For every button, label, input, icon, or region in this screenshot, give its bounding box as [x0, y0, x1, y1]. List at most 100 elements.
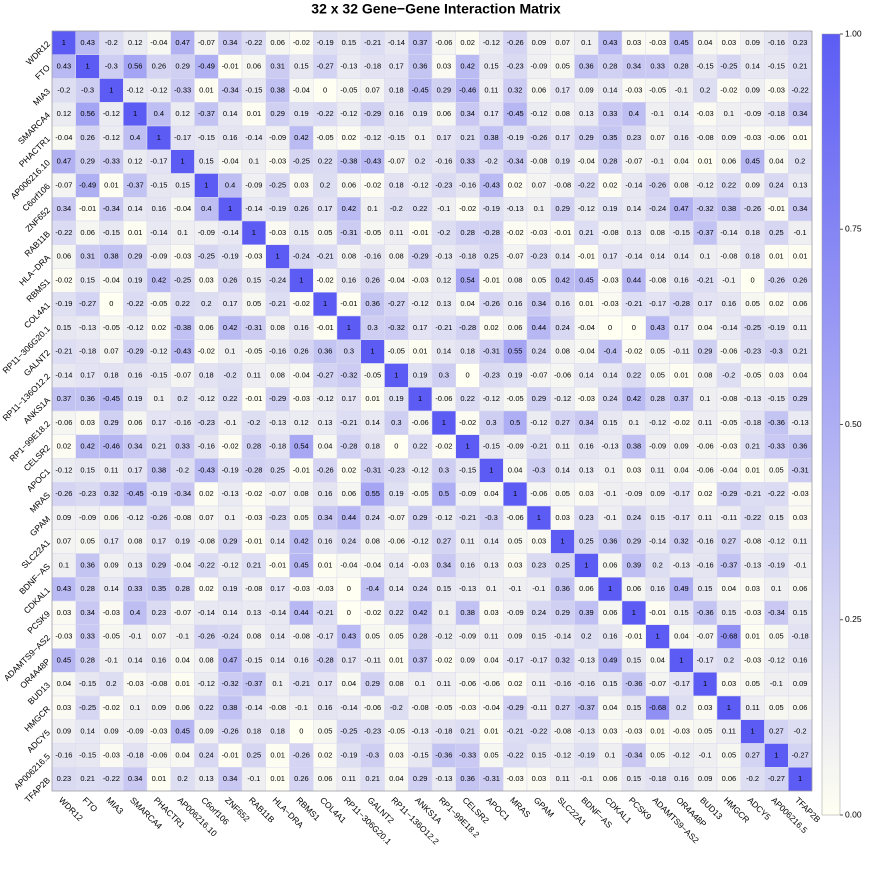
cell-label: 0.19 [223, 584, 238, 593]
cell-label: -0.3 [485, 513, 498, 522]
cell-label: 0.25 [769, 228, 784, 237]
cell-label: -0.12 [435, 513, 452, 522]
cell-label: 0.37 [57, 394, 72, 403]
cell-label: -0.12 [530, 109, 547, 118]
cell-label: -0.2 [176, 465, 189, 474]
cell-label: 0.15 [199, 157, 214, 166]
cell-label: 0.22 [413, 204, 428, 213]
cell-label: -0.07 [269, 489, 286, 498]
cell-label: -0.31 [792, 465, 809, 474]
cell-label: 0.36 [793, 442, 808, 451]
cell-label: 0.44 [294, 608, 309, 617]
cell-label: 0.2 [700, 85, 710, 94]
cell-label: 0.22 [318, 157, 333, 166]
cell-label: 1 [157, 133, 161, 142]
cell-label: -0.23 [483, 370, 500, 379]
cell-label: -0.12 [554, 394, 571, 403]
cell-label: 0.14 [270, 655, 285, 664]
chart-title: 32 x 32 Gene−Gene Interaction Matrix [311, 1, 561, 17]
cell-label: 0.13 [128, 560, 143, 569]
cell-label: -0.37 [198, 109, 215, 118]
cell-label: -0.03 [269, 157, 286, 166]
colorbar-label: 0.25 [845, 614, 862, 624]
cell-label: 0.14 [128, 655, 143, 664]
cell-label: 0.17 [318, 679, 333, 688]
cell-label: -0.25 [79, 703, 96, 712]
cell-label: -0.08 [412, 703, 429, 712]
cell-label: 0.03 [57, 703, 72, 712]
cell-label: -0.26 [649, 180, 666, 189]
cell-label: -0.25 [269, 180, 286, 189]
cell-label: 0.04 [389, 774, 404, 783]
cell-label: 0.15 [627, 774, 642, 783]
cell-label: 0.13 [437, 299, 452, 308]
cell-label: -0.3 [770, 347, 783, 356]
plot-border [51, 30, 813, 792]
cell-label: 0.17 [152, 418, 167, 427]
cell-label: -0.17 [317, 632, 334, 641]
cell-label: -0.08 [530, 157, 547, 166]
cell-label: -0.16 [435, 157, 452, 166]
cell-label: 0.06 [603, 560, 618, 569]
cell-label: 0.15 [698, 584, 713, 593]
cell-label: 0.02 [342, 465, 357, 474]
cell-label: 0.1 [130, 703, 140, 712]
cell-label: 0.15 [722, 608, 737, 617]
cell-label: 0.16 [650, 584, 665, 593]
cell-label: 0.4 [130, 608, 140, 617]
cell-label: 0.1 [439, 608, 449, 617]
cell-label: -0.13 [602, 442, 619, 451]
cell-label: -0.29 [269, 394, 286, 403]
cell-label: -0.17 [697, 655, 714, 664]
cell-label: 0.33 [603, 109, 618, 118]
cell-label: -0.24 [269, 275, 286, 284]
cell-label: -0.15 [768, 394, 785, 403]
cell-label: 0.21 [745, 442, 760, 451]
cell-label: 0.14 [389, 584, 404, 593]
cell-label: 0.14 [555, 252, 570, 261]
cell-label: -0.21 [269, 299, 286, 308]
cell-label: -0.2 [224, 370, 237, 379]
cell-label: -0.27 [388, 299, 405, 308]
cell-label: 0 [751, 275, 755, 284]
cell-label: -0.26 [198, 632, 215, 641]
cell-label: 0.05 [745, 679, 760, 688]
cell-label: -0.4 [604, 347, 617, 356]
cell-label: 0.27 [722, 537, 737, 546]
cell-label: -0.43 [364, 157, 381, 166]
cell-label: -0.15 [103, 228, 120, 237]
cell-label: 0.16 [460, 560, 475, 569]
cell-label: -0.25 [174, 275, 191, 284]
cell-label: -0.3 [81, 85, 94, 94]
cell-label: 0.33 [650, 62, 665, 71]
x-tick-label: MRAS [508, 795, 533, 820]
cell-label: 0.06 [437, 109, 452, 118]
cell-label: -0.04 [578, 157, 595, 166]
cell-label: 0.33 [128, 584, 143, 593]
cell-label: 0.15 [603, 679, 618, 688]
cell-label: 1 [774, 750, 778, 759]
cell-label: -0.24 [649, 204, 666, 213]
cell-label: -0.13 [435, 252, 452, 261]
cell-label: 0.18 [745, 228, 760, 237]
cell-label: -0.07 [530, 370, 547, 379]
cell-label: 0.08 [508, 275, 523, 284]
cell-label: 0.22 [389, 608, 404, 617]
cell-label: 0.08 [270, 323, 285, 332]
cell-label: 0.05 [508, 537, 523, 546]
cell-label: -0.23 [435, 180, 452, 189]
cell-label: 0.55 [508, 347, 523, 356]
cell-label: 0.04 [650, 655, 665, 664]
cell-label: 0.2 [724, 655, 734, 664]
cell-label: 0.27 [769, 727, 784, 736]
cell-label: 1 [228, 204, 232, 213]
cell-label: -0.05 [388, 727, 405, 736]
cell-label: 0.16 [603, 632, 618, 641]
cell-label: 0.44 [627, 275, 642, 284]
cell-label: -0.33 [768, 442, 785, 451]
cell-label: -0.1 [295, 703, 308, 712]
cell-label: -0.1 [651, 157, 664, 166]
cell-label: 0.02 [508, 180, 523, 189]
cell-label: -0.09 [245, 180, 262, 189]
cell-label: -0.14 [649, 537, 666, 546]
